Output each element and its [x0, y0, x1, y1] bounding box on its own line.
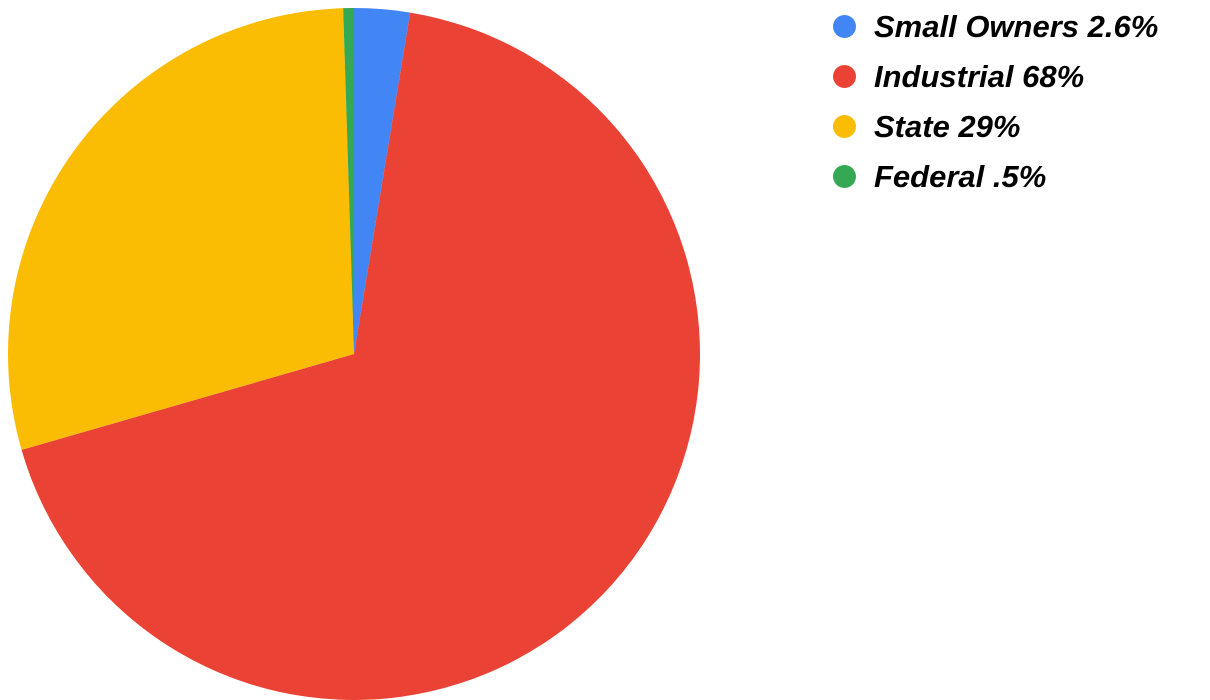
pie-slice-2	[7, 8, 355, 450]
legend-swatch-3	[833, 165, 856, 188]
pie-slice-0	[354, 8, 411, 354]
pie-slice-3	[343, 7, 354, 354]
legend-label-1: Industrial 68%	[874, 59, 1085, 94]
legend-item-2: State 29%	[833, 108, 1158, 145]
pie-slice-1	[21, 12, 700, 700]
legend-item-0: Small Owners 2.6%	[833, 8, 1158, 45]
legend: Small Owners 2.6% Industrial 68% State 29%…	[833, 8, 1158, 208]
legend-swatch-0	[833, 15, 856, 38]
legend-swatch-2	[833, 115, 856, 138]
legend-label-2: State 29%	[874, 109, 1021, 144]
legend-swatch-1	[833, 65, 856, 88]
legend-item-3: Federal .5%	[833, 158, 1158, 195]
legend-item-1: Industrial 68%	[833, 58, 1158, 95]
legend-label-3: Federal .5%	[874, 159, 1047, 194]
pie-plot-area	[7, 7, 700, 700]
legend-label-0: Small Owners 2.6%	[874, 9, 1159, 44]
